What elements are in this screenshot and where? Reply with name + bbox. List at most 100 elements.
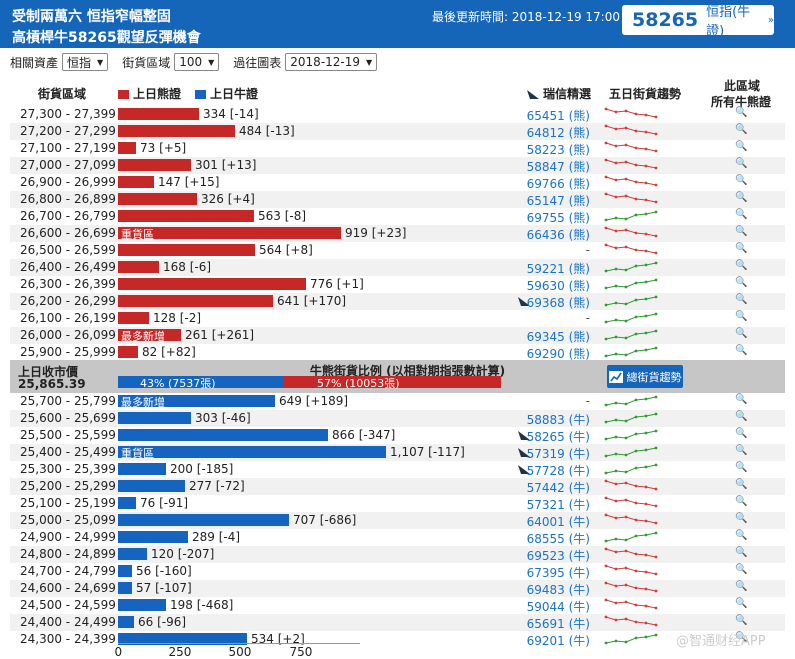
warrant-code-link[interactable]: 69201 (牛) [526,634,590,648]
search-icon[interactable]: 🔍 [735,428,748,439]
search-icon[interactable]: 🔍 [735,192,748,203]
warrant-code-link[interactable]: 69755 (熊) [526,211,590,225]
bull-row: 25,100 - 25,199 76 [-91] 57321 (牛) 🔍 [10,495,785,512]
search-icon[interactable]: 🔍 [735,581,748,592]
search-icon[interactable]: 🔍 [735,243,748,254]
col-ubs-pick[interactable]: 瑞信精選 [527,85,591,102]
search-icon[interactable]: 🔍 [735,394,748,405]
warrant-code-link[interactable]: 65451 (熊) [526,109,590,123]
warrant-code-link[interactable]: 58847 (熊) [526,160,590,174]
bull-row: 24,900 - 24,999 289 [-4] 68555 (牛) 🔍 [10,529,785,546]
warrant-code-link: - [585,394,590,408]
search-icon[interactable]: 🔍 [735,598,748,609]
bull-row: 25,600 - 25,699 303 [-46] 58883 (牛) 🔍 [10,410,785,427]
axis-tick: 500 [228,645,252,659]
search-icon[interactable]: 🔍 [735,294,748,305]
bear-bar [118,244,255,256]
warrant-code-link[interactable]: 65147 (熊) [526,194,590,208]
warrant-code-link[interactable]: 57728 (牛) [526,464,590,478]
warrant-code-link[interactable]: 68555 (牛) [526,532,590,546]
trend-sparkline [600,328,660,345]
search-icon[interactable]: 🔍 [735,209,748,220]
bull-bar [118,548,147,560]
search-icon[interactable]: 🔍 [735,513,748,524]
bull-bar [118,463,166,475]
bear-bar [118,193,197,205]
search-icon[interactable]: 🔍 [735,107,748,118]
bull-row: 25,700 - 25,799 最多新增 649 [+189] - 🔍 [10,393,785,410]
trend-down-sparkline [604,564,658,576]
range-label: 25,600 - 25,699 [20,411,116,425]
trend-sparkline [600,107,660,124]
search-icon[interactable]: 🔍 [735,530,748,541]
range-select[interactable]: 100 ▼ [174,53,220,71]
search-icon[interactable]: 🔍 [735,632,748,643]
badge-label: 恒指(牛證) [706,5,751,39]
warrant-code-link[interactable]: 69368 (熊) [526,296,590,310]
value-label: 56 [-160] [136,564,192,578]
search-icon[interactable]: 🔍 [735,345,748,356]
warrant-code-link[interactable]: 69766 (熊) [526,177,590,191]
search-icon[interactable]: 🔍 [735,479,748,490]
asset-select[interactable]: 恒指 ▼ [62,53,109,71]
warrant-code-link[interactable]: 69523 (牛) [526,549,590,563]
warrant-code-link[interactable]: 59044 (牛) [526,600,590,614]
product-badge-button[interactable]: 58265 恒指(牛證) » [622,5,774,39]
bear-row: 27,000 - 27,099 301 [+13] 58847 (熊) 🔍 [10,157,785,174]
bar-tag: 重貨區 [121,228,154,241]
warrant-code-link[interactable]: 69483 (牛) [526,583,590,597]
trend-up-sparkline [604,329,658,341]
warrant-code-link: - [585,243,590,257]
search-icon[interactable]: 🔍 [735,260,748,271]
search-icon[interactable]: 🔍 [735,411,748,422]
warrant-code-link[interactable]: 65691 (牛) [526,617,590,631]
range-label: 25,300 - 25,399 [20,462,116,476]
warrant-code-link[interactable]: 57321 (牛) [526,498,590,512]
value-label: 128 [-2] [153,311,202,325]
value-label: 303 [-46] [195,411,251,425]
trend-sparkline [600,615,660,632]
warrant-code-link[interactable]: 59221 (熊) [526,262,590,276]
warrant-code-link[interactable]: 69345 (熊) [526,330,590,344]
search-icon[interactable]: 🔍 [735,462,748,473]
bull-bar [118,480,185,492]
value-label: 641 [+170] [277,294,347,308]
trend-sparkline [600,394,660,411]
bear-row: 27,100 - 27,199 73 [+5] 58223 (熊) 🔍 [10,140,785,157]
search-icon[interactable]: 🔍 [735,277,748,288]
search-icon[interactable]: 🔍 [735,311,748,322]
search-icon[interactable]: 🔍 [735,547,748,558]
trend-sparkline [600,294,660,311]
warrant-code-link[interactable]: 58883 (牛) [526,413,590,427]
search-icon[interactable]: 🔍 [735,496,748,507]
chart-date-label: 過往圖表 [233,55,282,70]
search-icon[interactable]: 🔍 [735,445,748,456]
search-icon[interactable]: 🔍 [735,564,748,575]
bear-bar [118,278,306,290]
warrant-code-link[interactable]: 57319 (牛) [526,447,590,461]
warrant-code-link[interactable]: 58265 (牛) [526,430,590,444]
warrant-code-link[interactable]: 59630 (熊) [526,279,590,293]
total-trend-button[interactable]: 總街貨趨勢 [607,365,683,388]
trend-down-sparkline [604,158,658,170]
value-label: 776 [+1] [310,277,364,291]
bull-bar [118,514,289,526]
search-icon[interactable]: 🔍 [735,615,748,626]
trend-sparkline [600,462,660,479]
search-icon[interactable]: 🔍 [735,141,748,152]
search-icon[interactable]: 🔍 [735,328,748,339]
warrant-code-link[interactable]: 57442 (牛) [526,481,590,495]
search-icon[interactable]: 🔍 [735,175,748,186]
range-label: 26,300 - 26,399 [20,277,116,291]
search-icon[interactable]: 🔍 [735,226,748,237]
warrant-code-link[interactable]: 66436 (熊) [526,228,590,242]
warrant-code-link[interactable]: 69290 (熊) [526,347,590,361]
search-icon[interactable]: 🔍 [735,124,748,135]
chart-date-select[interactable]: 2018-12-19 ▼ [285,53,378,71]
trend-up-sparkline [604,210,658,222]
warrant-code-link[interactable]: 64001 (牛) [526,515,590,529]
warrant-code-link[interactable]: 64812 (熊) [526,126,590,140]
warrant-code-link[interactable]: 67395 (牛) [526,566,590,580]
warrant-code-link[interactable]: 58223 (熊) [526,143,590,157]
search-icon[interactable]: 🔍 [735,158,748,169]
